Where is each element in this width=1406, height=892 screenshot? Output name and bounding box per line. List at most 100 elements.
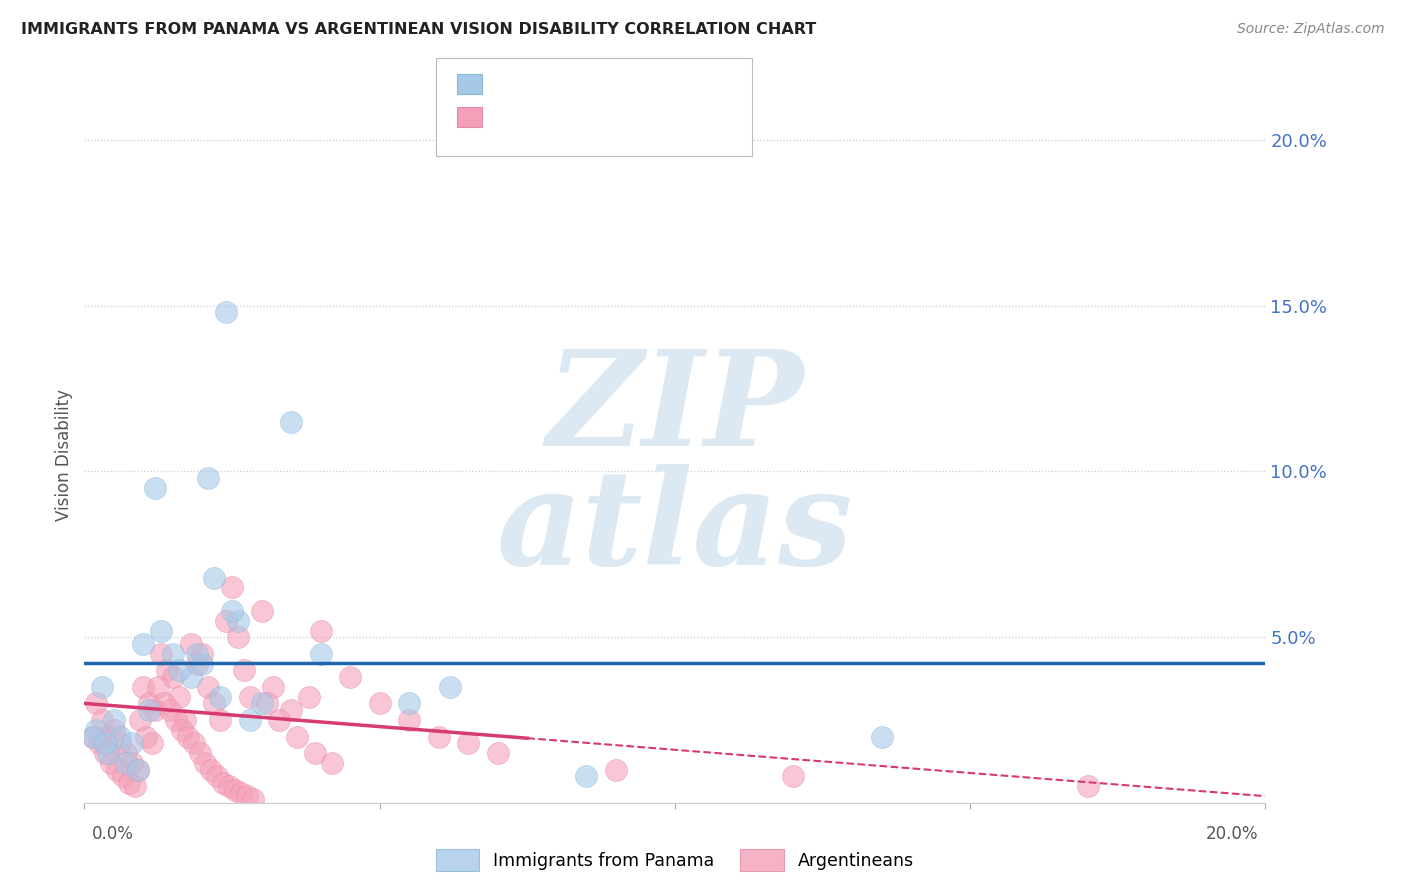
Point [309, 624, 332, 638]
Point [153, 697, 176, 711]
Point [143, 703, 166, 717]
Point [226, 614, 249, 628]
Point [97, 730, 120, 744]
Point [224, 782, 246, 797]
Text: R =  -0.002   N = 33: R = -0.002 N = 33 [492, 77, 647, 91]
Point [280, 703, 302, 717]
Point [575, 769, 598, 783]
Point [138, 703, 160, 717]
Point [221, 604, 243, 618]
Point [309, 647, 332, 661]
Point [156, 663, 179, 677]
Point [186, 647, 208, 661]
Point [457, 736, 479, 750]
Point [165, 713, 187, 727]
Point [82, 730, 104, 744]
Point [202, 697, 225, 711]
Point [221, 581, 243, 595]
Point [239, 713, 262, 727]
Point [782, 769, 804, 783]
Point [121, 736, 143, 750]
Text: 0.0%: 0.0% [91, 825, 134, 843]
Point [91, 680, 114, 694]
Point [269, 713, 291, 727]
Point [118, 776, 141, 790]
Point [229, 786, 252, 800]
Point [129, 713, 152, 727]
Point [215, 305, 238, 319]
Point [194, 756, 217, 770]
Point [870, 730, 893, 744]
Point [127, 763, 149, 777]
Point [162, 670, 184, 684]
Point [148, 680, 170, 694]
Point [103, 713, 125, 727]
Point [141, 736, 163, 750]
Point [167, 690, 190, 704]
Point [94, 736, 117, 750]
Point [285, 730, 308, 744]
Text: ZIP
atlas: ZIP atlas [496, 345, 853, 593]
Point [197, 471, 219, 485]
Point [398, 713, 420, 727]
Point [191, 657, 214, 671]
Point [242, 792, 264, 806]
Point [368, 697, 391, 711]
Point [605, 763, 627, 777]
Text: Source: ZipAtlas.com: Source: ZipAtlas.com [1237, 22, 1385, 37]
Point [127, 763, 149, 777]
Point [132, 680, 155, 694]
Legend: Immigrants from Panama, Argentineans: Immigrants from Panama, Argentineans [436, 849, 914, 871]
Point [177, 730, 200, 744]
Point [94, 746, 117, 760]
Point [87, 736, 111, 750]
Point [84, 723, 107, 737]
Point [183, 736, 205, 750]
Point [180, 637, 202, 651]
Text: 20.0%: 20.0% [1206, 825, 1258, 843]
Point [91, 713, 114, 727]
Point [108, 730, 131, 744]
Point [100, 756, 122, 770]
Point [82, 730, 104, 744]
Point [108, 736, 131, 750]
Text: IMMIGRANTS FROM PANAMA VS ARGENTINEAN VISION DISABILITY CORRELATION CHART: IMMIGRANTS FROM PANAMA VS ARGENTINEAN VI… [21, 22, 817, 37]
Point [218, 779, 240, 793]
Point [105, 763, 128, 777]
Point [150, 624, 173, 638]
Point [398, 697, 420, 711]
Point [186, 657, 208, 671]
Point [180, 670, 202, 684]
Point [200, 763, 222, 777]
Point [159, 703, 181, 717]
Point [103, 723, 125, 737]
Point [427, 730, 450, 744]
Point [138, 697, 160, 711]
Point [232, 663, 254, 677]
Point [114, 746, 136, 760]
Point [1077, 779, 1099, 793]
Point [235, 789, 259, 804]
Point [205, 769, 228, 783]
Point [97, 746, 120, 760]
Point [486, 746, 509, 760]
Point [215, 614, 238, 628]
Point [298, 690, 321, 704]
Point [150, 647, 173, 661]
Point [202, 570, 225, 584]
Point [256, 697, 278, 711]
Y-axis label: Vision Disability: Vision Disability [55, 389, 73, 521]
Point [280, 415, 302, 429]
Point [197, 680, 219, 694]
Point [191, 647, 214, 661]
Point [439, 680, 461, 694]
Point [124, 779, 146, 793]
Point [262, 680, 284, 694]
Point [121, 756, 143, 770]
Point [304, 746, 326, 760]
Point [250, 697, 273, 711]
Point [135, 730, 157, 744]
Point [111, 769, 134, 783]
Point [250, 604, 273, 618]
Point [239, 690, 262, 704]
